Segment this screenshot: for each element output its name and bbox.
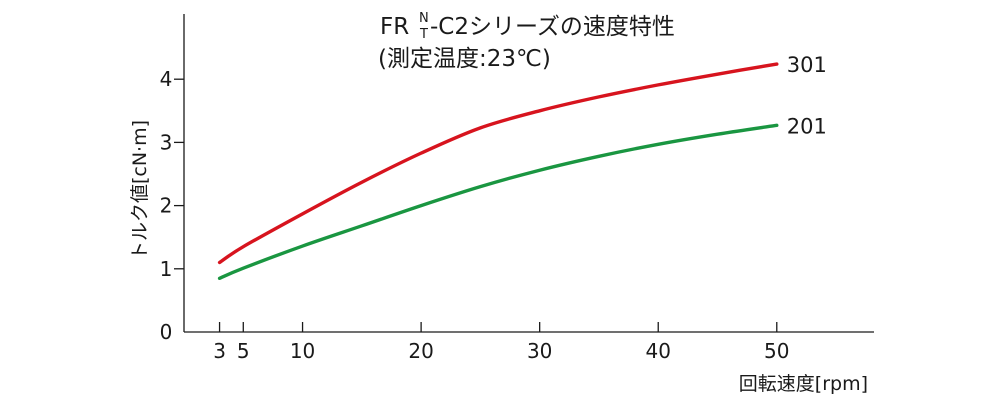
chart-title-prefix: FR [380, 14, 409, 40]
chart-subtitle: (測定温度:23℃) [378, 46, 551, 72]
y-tick-label: 0 [160, 320, 173, 344]
x-tick-label: 10 [290, 339, 315, 363]
series-line-301 [217, 62, 779, 265]
chart-title-suffix: -C2シリーズの速度特性 [430, 14, 675, 40]
y-tick-label: 1 [160, 257, 173, 281]
series-label-301: 301 [787, 53, 827, 77]
x-tick-label: 30 [527, 339, 552, 363]
series-line-201 [217, 123, 779, 280]
y-tick-label: 4 [160, 67, 173, 91]
x-tick-label: 5 [237, 339, 250, 363]
chart-title-stack-bottom: T [419, 27, 428, 42]
y-axis-title: トルク値[cN·m] [129, 120, 151, 260]
chart-title-stack-top: N [419, 11, 429, 26]
y-tick-label: 2 [160, 194, 173, 218]
y-axis-ticks: 0 1 2 3 4 [160, 67, 184, 344]
x-tick-label: 40 [646, 339, 671, 363]
series-layer: 301 201 [217, 53, 827, 280]
y-tick-label: 3 [160, 130, 173, 154]
x-tick-label: 20 [408, 339, 433, 363]
series-label-201: 201 [787, 114, 827, 138]
x-axis-ticks: 3 5 10 20 30 40 50 [213, 322, 790, 363]
x-tick-label: 50 [764, 339, 789, 363]
x-tick-label: 3 [213, 339, 226, 363]
x-axis-title: 回転速度[rpm] [739, 373, 868, 395]
chart-title: FR [380, 14, 409, 40]
